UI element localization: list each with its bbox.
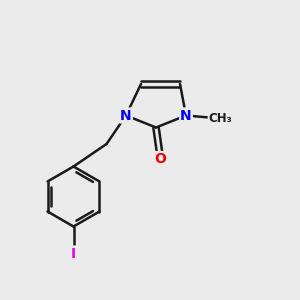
Text: O: O <box>154 152 166 166</box>
Text: N: N <box>120 109 132 122</box>
Text: CH₃: CH₃ <box>208 112 232 125</box>
Text: N: N <box>180 109 192 122</box>
Text: I: I <box>71 247 76 260</box>
